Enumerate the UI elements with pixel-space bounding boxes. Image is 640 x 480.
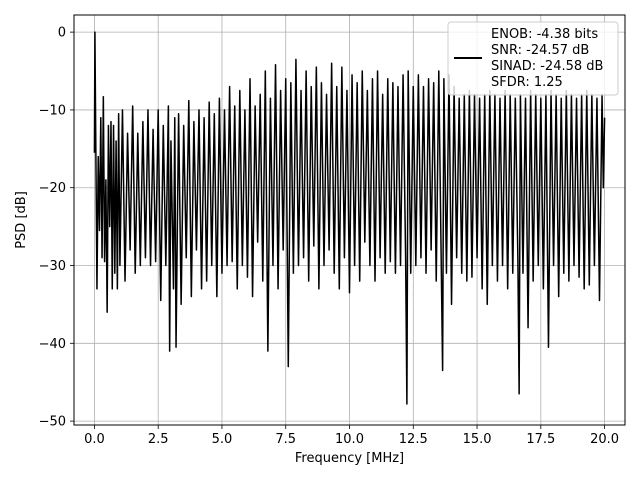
x-tick-label: 7.5 <box>275 432 296 447</box>
plot-area <box>93 31 606 405</box>
series-group <box>93 31 606 405</box>
y-tick-label: −30 <box>39 259 66 274</box>
legend-entry-enob: ENOB: -4.38 bits <box>491 27 598 42</box>
legend-entry-sinad: SINAD: -24.58 dB <box>491 59 603 74</box>
x-tick-label: 20.0 <box>590 432 619 447</box>
y-tick-label: −10 <box>39 103 66 118</box>
y-tick-label: −50 <box>39 415 66 430</box>
x-tick-label: 2.5 <box>148 432 169 447</box>
y-tick-label: −20 <box>39 181 66 196</box>
x-axis: 0.0 2.5 5.0 7.5 10.0 12.5 15.0 17.5 20.0 <box>84 425 619 447</box>
x-tick-label: 10.0 <box>335 432 364 447</box>
y-tick-label: −40 <box>39 337 66 352</box>
x-tick-label: 15.0 <box>463 432 492 447</box>
legend-entry-snr: SNR: -24.57 dB <box>491 43 589 58</box>
legend: ENOB: -4.38 bits SNR: -24.57 dB SINAD: -… <box>447 21 619 96</box>
x-tick-label: 12.5 <box>399 432 428 447</box>
y-tick-label: 0 <box>58 26 66 41</box>
x-tick-label: 5.0 <box>212 432 233 447</box>
y-axis: 0 −10 −20 −30 −40 −50 <box>39 26 74 430</box>
x-tick-label: 17.5 <box>526 432 555 447</box>
legend-box <box>447 21 619 96</box>
x-axis-label: Frequency [MHz] <box>295 451 404 466</box>
x-tick-label: 0.0 <box>84 432 105 447</box>
legend-entry-sfdr: SFDR: 1.25 <box>491 75 563 90</box>
y-axis-label: PSD [dB] <box>14 191 29 249</box>
psd-series-line <box>93 31 606 405</box>
